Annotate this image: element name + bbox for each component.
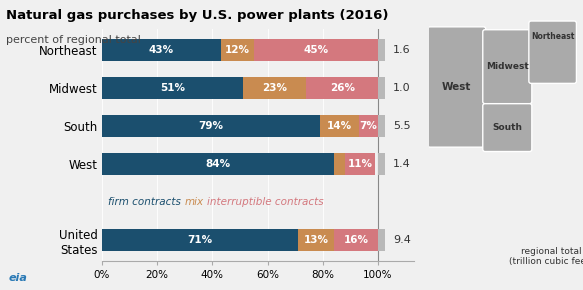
- Text: 9.4: 9.4: [393, 235, 411, 245]
- Text: 43%: 43%: [149, 45, 174, 55]
- Bar: [320, 115, 359, 137]
- Text: West: West: [442, 82, 472, 92]
- Text: 1.6: 1.6: [393, 45, 411, 55]
- FancyBboxPatch shape: [483, 30, 532, 104]
- Bar: [254, 39, 378, 61]
- Bar: [378, 153, 385, 175]
- Text: 11%: 11%: [347, 159, 373, 169]
- Bar: [221, 39, 254, 61]
- Text: 45%: 45%: [303, 45, 328, 55]
- Text: 13%: 13%: [303, 235, 328, 245]
- Text: 23%: 23%: [262, 83, 287, 93]
- Text: South: South: [492, 123, 522, 132]
- Text: Northeast: Northeast: [532, 32, 575, 41]
- Text: 7%: 7%: [360, 121, 377, 131]
- Text: mix: mix: [185, 197, 204, 207]
- Text: 79%: 79%: [199, 121, 223, 131]
- Text: regional total
(trillion cubic feet): regional total (trillion cubic feet): [509, 247, 583, 266]
- Bar: [102, 115, 320, 137]
- Text: Natural gas purchases by U.S. power plants (2016): Natural gas purchases by U.S. power plan…: [6, 9, 388, 22]
- Text: 12%: 12%: [225, 45, 250, 55]
- Text: 26%: 26%: [329, 83, 354, 93]
- Text: 14%: 14%: [327, 121, 352, 131]
- Text: 16%: 16%: [343, 235, 368, 245]
- Bar: [334, 229, 378, 251]
- FancyBboxPatch shape: [529, 21, 577, 84]
- FancyBboxPatch shape: [483, 104, 532, 151]
- Bar: [102, 229, 298, 251]
- Text: percent of regional total: percent of regional total: [6, 35, 141, 45]
- Bar: [298, 229, 334, 251]
- Bar: [102, 39, 221, 61]
- Bar: [378, 115, 385, 137]
- Text: 1.0: 1.0: [393, 83, 411, 93]
- Bar: [102, 77, 243, 99]
- Text: 5.5: 5.5: [393, 121, 411, 131]
- Bar: [306, 77, 378, 99]
- Bar: [378, 229, 385, 251]
- Bar: [359, 115, 378, 137]
- Text: eia: eia: [9, 273, 27, 283]
- Bar: [378, 39, 385, 61]
- Text: 51%: 51%: [160, 83, 185, 93]
- Text: Midwest: Midwest: [486, 62, 529, 71]
- FancyBboxPatch shape: [428, 27, 486, 147]
- Text: 1.4: 1.4: [393, 159, 411, 169]
- Bar: [378, 77, 385, 99]
- Bar: [345, 153, 375, 175]
- Bar: [102, 153, 334, 175]
- Bar: [243, 77, 306, 99]
- Text: 84%: 84%: [205, 159, 230, 169]
- Text: firm contracts: firm contracts: [107, 197, 180, 207]
- Bar: [334, 153, 345, 175]
- Text: 71%: 71%: [188, 235, 213, 245]
- Text: interruptible contracts: interruptible contracts: [207, 197, 324, 207]
